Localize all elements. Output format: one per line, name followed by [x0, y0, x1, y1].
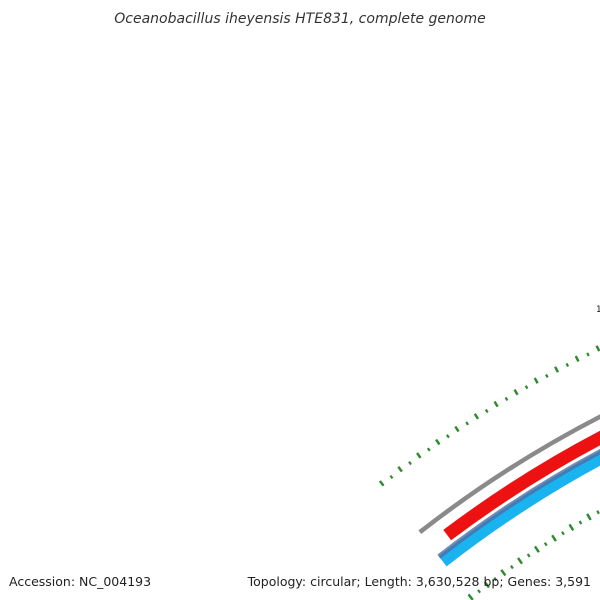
- inner-minor-tick: [493, 576, 498, 582]
- inner-major-tick: [586, 513, 592, 521]
- kbp-minor-tick: [389, 474, 394, 480]
- genome-backbone: [418, 414, 600, 534]
- kbp-major-tick: [574, 355, 580, 362]
- inner-major-tick: [533, 545, 540, 553]
- kbp-minor-tick: [426, 447, 431, 452]
- map-title: Oceanobacillus iheyensis HTE831, complet…: [114, 11, 485, 27]
- overlap-gene: [437, 448, 600, 559]
- kbp-minor-tick: [445, 434, 450, 439]
- kbp-minor-tick: [545, 373, 549, 378]
- kbp-major-tick: [473, 413, 480, 420]
- accession-text: Accession: NC_004193: [9, 574, 151, 589]
- inner-minor-tick: [561, 531, 565, 536]
- backbone-line: [418, 414, 600, 534]
- inner-major-tick: [467, 593, 474, 600]
- inner-minor-tick: [510, 565, 514, 570]
- inner-major-tick: [551, 534, 557, 542]
- kbp-minor-tick: [504, 396, 509, 401]
- kbp-label: 1532 kbp: [596, 305, 600, 315]
- gene-tracks: [437, 430, 600, 567]
- kbp-major-tick: [454, 425, 460, 433]
- kbp-labels: 1525 kbp1526 kbp1527 kbp1528 kbp1529 kbp…: [596, 305, 600, 315]
- forward-gene: [443, 430, 600, 541]
- kbp-minor-tick: [408, 461, 412, 466]
- inner-minor-tick: [578, 520, 583, 525]
- kbp-minor-tick: [465, 421, 470, 426]
- kbp-major-tick: [416, 452, 422, 459]
- inner-major-tick: [568, 523, 575, 532]
- kbp-major-tick: [435, 438, 441, 446]
- inner-minor-tick: [477, 589, 481, 594]
- inner-major-tick: [500, 569, 507, 577]
- kbp-major-tick: [378, 480, 385, 487]
- kbp-major-tick: [554, 366, 560, 373]
- genome-summary-text: Topology: circular; Length: 3,630,528 bp…: [247, 574, 591, 589]
- reverse-gene: [438, 451, 600, 567]
- kbp-major-tick: [595, 345, 600, 352]
- inner-major-tick: [483, 581, 490, 589]
- map-body: 1525 kbp1526 kbp1527 kbp1528 kbp1529 kbp…: [378, 305, 600, 600]
- kbp-major-tick: [513, 388, 519, 396]
- kbp-major-tick: [533, 377, 539, 384]
- kbp-minor-tick: [586, 352, 590, 357]
- kbp-minor-tick: [565, 362, 570, 368]
- kbp-major-tick: [397, 466, 403, 473]
- kbp-minor-tick: [524, 385, 529, 390]
- kbp-major-tick: [493, 400, 499, 408]
- kbp-minor-tick: [484, 408, 489, 414]
- kbp-tick-track: [378, 345, 600, 600]
- inner-minor-tick: [526, 553, 531, 558]
- inner-minor-tick: [543, 542, 548, 547]
- inner-major-tick: [517, 557, 523, 565]
- inner-minor-tick: [596, 510, 600, 515]
